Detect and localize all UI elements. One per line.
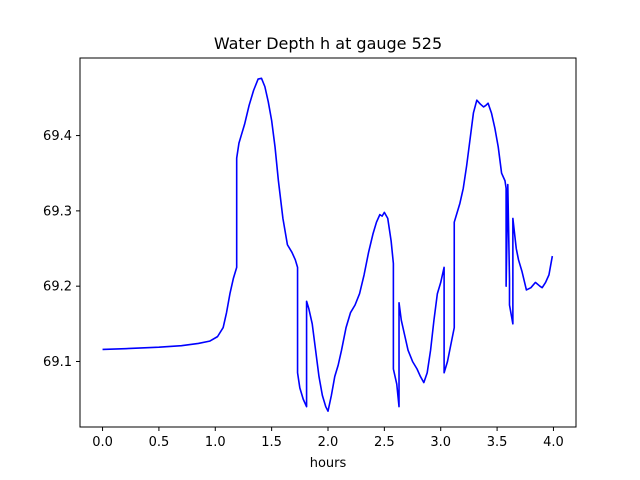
y-tick-label: 69.1 [43,355,72,370]
x-tick-label: 2.0 [318,435,339,450]
x-tick-label: 3.5 [487,435,508,450]
plot-frame [79,57,577,428]
chart-title: Water Depth h at gauge 525 [214,34,442,53]
x-tick-label: 4.0 [543,435,564,450]
y-axis: 69.1 69.2 69.3 69.4 [43,129,80,370]
series-line-0 [102,77,554,412]
x-axis-label: hours [310,456,347,471]
y-tick-label: 69.2 [43,280,72,295]
x-tick-label: 0.5 [149,435,170,450]
x-tick-label: 2.5 [374,435,395,450]
y-tick-label: 69.3 [43,204,72,219]
y-tick-label: 69.4 [43,129,72,144]
series-line-group [102,77,554,412]
x-tick-label: 1.0 [205,435,226,450]
x-axis: 0.0 0.5 1.0 1.5 2.0 2.5 3.0 3.5 4.0 [92,427,564,450]
x-tick-label: 3.0 [430,435,451,450]
x-tick-label: 1.5 [261,435,282,450]
x-tick-label: 0.0 [92,435,113,450]
